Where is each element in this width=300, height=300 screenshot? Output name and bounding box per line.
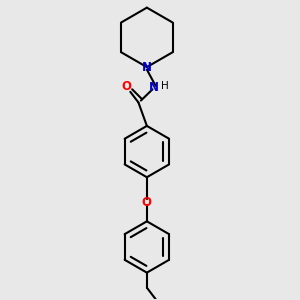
Text: O: O	[122, 80, 131, 93]
Text: N: N	[142, 61, 152, 74]
Text: H: H	[160, 82, 168, 92]
Text: N: N	[149, 81, 159, 94]
Text: O: O	[142, 196, 152, 209]
